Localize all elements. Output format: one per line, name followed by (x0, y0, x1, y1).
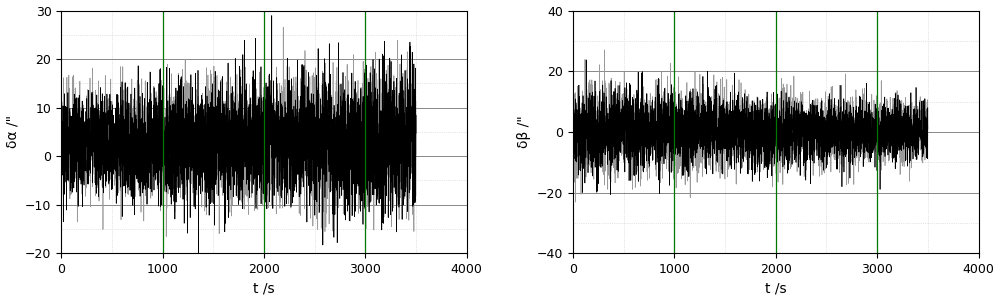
X-axis label: t /s: t /s (253, 281, 275, 296)
X-axis label: t /s: t /s (765, 281, 787, 296)
Y-axis label: δα /": δα /" (6, 115, 20, 148)
Y-axis label: δβ /": δβ /" (517, 116, 531, 148)
